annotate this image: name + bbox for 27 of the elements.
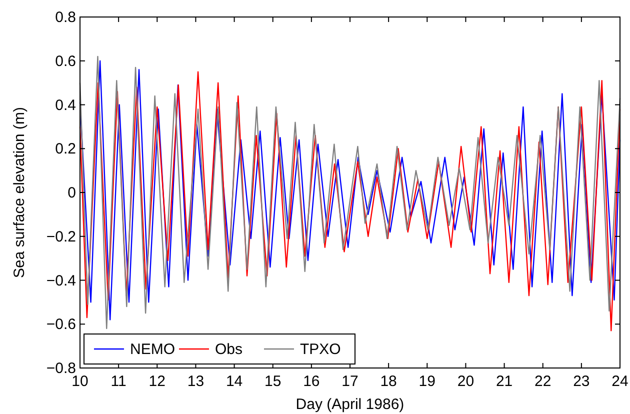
x-tick-label: 21 bbox=[496, 373, 513, 390]
y-tick-label: −0.4 bbox=[46, 272, 76, 290]
x-tick-label: 13 bbox=[187, 373, 204, 390]
x-tick-label: 24 bbox=[612, 373, 628, 390]
legend-label: Obs bbox=[215, 341, 243, 358]
y-tick-label: −0.2 bbox=[46, 228, 76, 246]
x-tick-label: 12 bbox=[148, 373, 166, 390]
x-tick-label: 16 bbox=[303, 373, 320, 390]
y-tick-label: 0.4 bbox=[55, 96, 76, 114]
x-tick-label: 23 bbox=[573, 373, 590, 390]
x-tick-label: 11 bbox=[110, 373, 126, 390]
y-tick-label: 0 bbox=[68, 184, 76, 202]
x-tick-label: 22 bbox=[534, 373, 552, 390]
x-tick-label: 19 bbox=[418, 373, 436, 390]
legend-label: NEMO bbox=[130, 341, 175, 358]
x-tick-label: 18 bbox=[380, 373, 397, 390]
y-axis-title: Sea surface elevation (m) bbox=[11, 107, 28, 278]
y-tick-label: 0.6 bbox=[55, 52, 76, 70]
x-tick-label: 14 bbox=[226, 373, 243, 390]
x-axis-title: Day (April 1986) bbox=[296, 396, 404, 413]
x-tick-label: 20 bbox=[457, 373, 474, 390]
y-tick-label: 0.2 bbox=[55, 140, 76, 158]
y-tick-label: 0.8 bbox=[55, 9, 76, 26]
x-tick-label: 17 bbox=[342, 373, 358, 390]
y-tick-label: −0.6 bbox=[46, 316, 76, 334]
x-tick-label: 15 bbox=[264, 373, 282, 390]
legend-label: TPXO bbox=[300, 341, 341, 358]
